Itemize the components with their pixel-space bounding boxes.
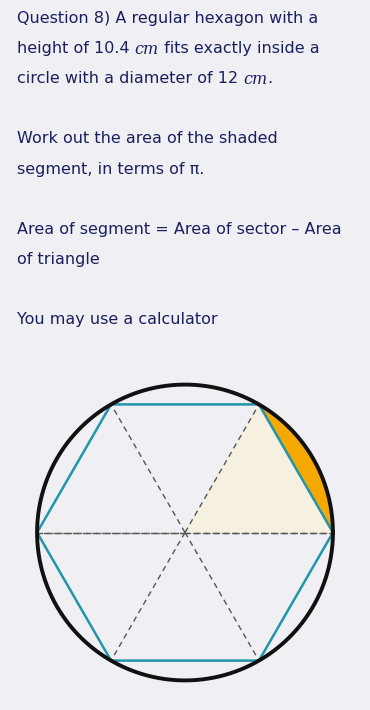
Text: Area of segment = Area of sector – Area: Area of segment = Area of sector – Area <box>17 222 341 237</box>
Text: segment, in terms of π.: segment, in terms of π. <box>17 162 204 177</box>
Text: Work out the area of the shaded: Work out the area of the shaded <box>17 131 277 146</box>
Text: cm: cm <box>134 40 158 58</box>
Text: You may use a calculator: You may use a calculator <box>17 312 217 327</box>
Text: Question 8) A regular hexagon with a: Question 8) A regular hexagon with a <box>17 11 318 26</box>
Text: fits exactly inside a: fits exactly inside a <box>158 40 319 56</box>
Text: .: . <box>267 71 272 86</box>
Text: cm: cm <box>243 71 267 88</box>
Polygon shape <box>185 405 333 532</box>
Polygon shape <box>259 405 333 532</box>
Text: height of 10.4: height of 10.4 <box>17 40 134 56</box>
Text: of triangle: of triangle <box>17 252 100 267</box>
Text: circle with a diameter of 12: circle with a diameter of 12 <box>17 71 243 86</box>
